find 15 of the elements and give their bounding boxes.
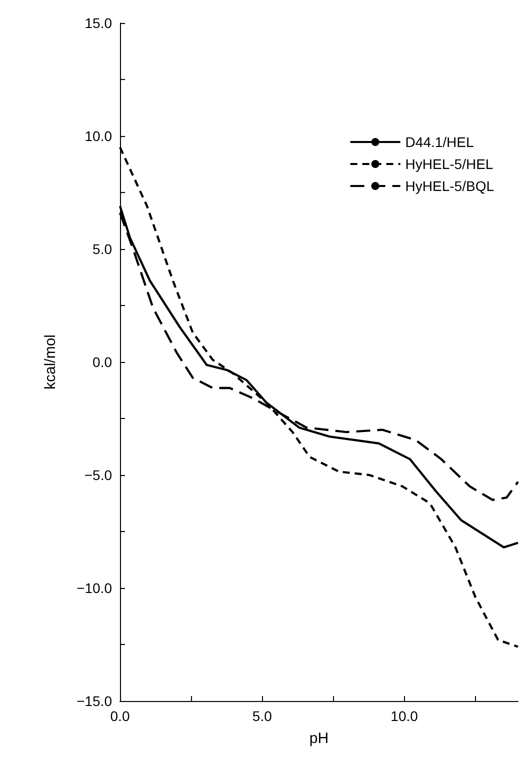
- y-tick-label: −5.0: [84, 467, 112, 483]
- x-tick-label: 10.0: [390, 708, 418, 724]
- x-tick-label: 0.0: [110, 708, 130, 724]
- y-tick-label: 5.0: [92, 241, 112, 257]
- y-axis-title: kcal/mol: [42, 334, 59, 390]
- y-tick-label: 15.0: [84, 15, 112, 31]
- x-tick-label: 5.0: [252, 708, 272, 724]
- y-tick-label: 0.0: [92, 354, 112, 370]
- y-tick-label: −10.0: [76, 580, 112, 596]
- y-tick-label: −15.0: [76, 693, 112, 709]
- legend-label: D44.1/HEL: [405, 134, 474, 150]
- x-axis-title: pH: [309, 730, 329, 747]
- y-tick-label: 10.0: [84, 128, 112, 144]
- legend-label: HyHEL-5/BQL: [405, 178, 494, 194]
- legend-label: HyHEL-5/HEL: [405, 156, 494, 172]
